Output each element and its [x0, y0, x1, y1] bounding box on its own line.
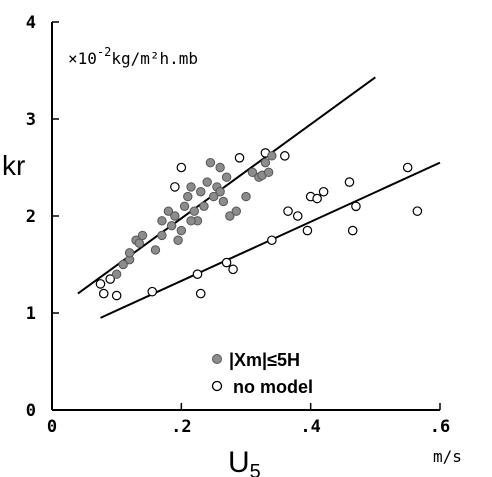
x-axis-unit: m/s [433, 447, 462, 466]
data-point-filled [186, 182, 196, 192]
y-tick-label: 2 [26, 207, 36, 227]
legend-marker-filled-circle [212, 354, 222, 364]
data-point-filled [124, 248, 135, 258]
data-point-open [221, 257, 232, 268]
data-point-filled [183, 191, 193, 202]
data-point-filled [134, 238, 145, 248]
legend-item-filled: |Xm|≤5H [212, 350, 300, 370]
legend-label-filled: |Xm|≤5H [229, 350, 300, 370]
data-point-filled [208, 191, 219, 202]
data-point-filled [157, 216, 167, 226]
data-point-filled [176, 225, 187, 236]
data-point-filled [157, 230, 167, 241]
x-tick-label: 0 [47, 417, 57, 437]
y-tick-label: 3 [26, 110, 36, 130]
data-point-open [318, 186, 329, 197]
data-point-open [312, 193, 322, 204]
data-point-filled [260, 157, 271, 168]
data-point-open [105, 274, 115, 284]
data-point-open [347, 225, 358, 236]
legend: |Xm|≤5H no model [211, 350, 313, 397]
data-point-open [192, 269, 203, 279]
data-point-filled [202, 177, 212, 187]
data-point-filled [205, 157, 216, 168]
legend-marker-open-circle [211, 380, 223, 392]
data-point-filled [215, 162, 225, 173]
data-point-filled [196, 187, 206, 197]
data-point-open [98, 288, 109, 299]
data-point-filled [118, 259, 128, 270]
y-unit-suffix: kg/m²h.mb [111, 49, 198, 68]
x-tick-label: .4 [300, 417, 320, 437]
data-point-filled [241, 191, 251, 202]
data-point-filled [170, 211, 180, 221]
data-point-open [176, 162, 187, 173]
data-point-filled [247, 167, 258, 178]
x-axis-title-main: U [228, 446, 250, 477]
data-point-open [351, 201, 361, 212]
x-axis-title: U5 [228, 446, 261, 477]
data-point-filled [225, 211, 235, 221]
legend-item-open: no model [211, 377, 313, 397]
data-point-open [195, 288, 206, 299]
legend-label-open: no model [233, 377, 313, 397]
data-point-filled [218, 196, 229, 207]
x-tick-label: .2 [171, 417, 191, 437]
data-point-filled [179, 201, 190, 212]
data-point-open [170, 182, 180, 192]
data-point-open [234, 153, 245, 163]
data-point-filled [221, 172, 232, 182]
data-point-open [95, 279, 106, 289]
data-point-open [147, 286, 158, 297]
data-point-open [111, 290, 122, 301]
y-axis-title: kr [2, 150, 25, 181]
y-tick-label: 0 [26, 401, 36, 421]
data-point-filled [263, 167, 274, 178]
x-tick-label: .6 [430, 417, 450, 437]
data-point-open [267, 235, 277, 246]
data-point-filled [173, 235, 183, 245]
y-unit-prefix: ×10 [68, 49, 97, 68]
y-unit-exponent: -2 [97, 45, 111, 59]
data-point-filled [166, 221, 177, 231]
data-point-filled [199, 201, 209, 212]
x-axis-title-subscript: 5 [250, 461, 261, 477]
data-point-open [302, 225, 313, 236]
y-tick-label: 4 [26, 13, 36, 33]
data-point-filled [163, 206, 174, 216]
y-unit-annotation: ×10-2kg/m²h.mb [68, 45, 198, 68]
axis-ticks: 0 1 2 3 4 0 .2 .4 .6 [26, 13, 450, 437]
data-point-filled [150, 245, 161, 255]
data-point-filled [137, 230, 148, 241]
data-point-open [283, 206, 293, 216]
data-point-filled [267, 151, 277, 161]
data-point-filled [111, 269, 122, 279]
data-point-open [412, 206, 423, 216]
data-point-open [279, 151, 290, 161]
data-point-open [228, 264, 238, 275]
data-point-filled [231, 206, 242, 216]
data-point-open [292, 211, 303, 221]
data-point-filled [189, 206, 199, 216]
data-point-open [402, 162, 413, 173]
data-point-filled [186, 216, 196, 226]
y-tick-label: 1 [26, 304, 36, 324]
data-point-open [344, 177, 355, 187]
data-point-filled [215, 187, 225, 197]
plot-area [51, 22, 441, 411]
